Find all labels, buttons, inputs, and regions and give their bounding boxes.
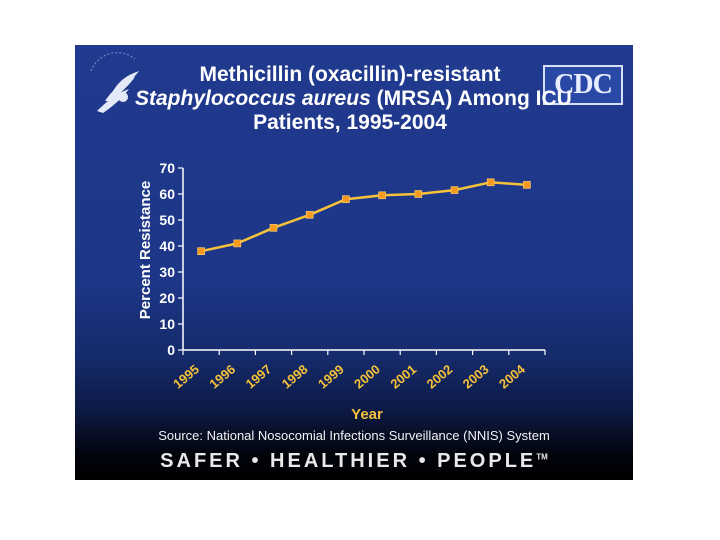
slide: CDC Methicillin (oxacillin)-resistant St…: [75, 45, 633, 480]
hhs-eagle-logo-icon: [90, 52, 139, 113]
data-point: [486, 178, 495, 187]
y-tick-label: 40: [159, 238, 175, 254]
source-note: Source: National Nosocomial Infections S…: [158, 428, 550, 443]
x-tick-label: 2001: [387, 362, 419, 392]
y-tick-label: 0: [167, 342, 175, 358]
x-tick-label: 2000: [351, 362, 383, 392]
x-tick-label: 2002: [424, 362, 456, 392]
trademark-mark: TM: [536, 452, 548, 462]
x-tick-label: 1999: [315, 362, 347, 392]
y-tick-label: 10: [159, 316, 175, 332]
title-line-3: Patients, 1995-2004: [253, 111, 447, 134]
title-line-2-rest: (MRSA) Among ICU: [370, 87, 572, 110]
x-tick-label: 1997: [243, 362, 275, 392]
y-tick-label: 60: [159, 186, 175, 202]
x-tick-label: 2003: [460, 362, 492, 392]
tagline: SAFER • HEALTHIER • PEOPLETM: [75, 450, 633, 473]
title-line-2: Staphylococcus aureus (MRSA) Among ICU: [135, 87, 572, 111]
data-point: [342, 195, 350, 203]
y-axis-label: Percent Resistance: [137, 181, 154, 319]
x-tick-label: 1998: [279, 362, 311, 392]
y-tick-label: 20: [159, 290, 175, 306]
cdc-logo: CDC: [543, 65, 623, 105]
series-line: [200, 181, 527, 253]
title-line-1: Methicillin (oxacillin)-resistant: [199, 63, 501, 86]
y-tick-label: 50: [159, 212, 175, 228]
x-axis-label: Year: [351, 406, 383, 423]
data-point: [233, 239, 242, 248]
y-tick-label: 70: [159, 160, 175, 176]
x-tick-label: 2004: [496, 361, 528, 392]
chart-title: Methicillin (oxacillin)-resistant Staphy…: [135, 63, 572, 135]
tagline-text: SAFER • HEALTHIER • PEOPLE: [160, 450, 537, 472]
title-organism: Staphylococcus aureus: [135, 87, 371, 110]
data-point: [305, 211, 314, 219]
data-point: [197, 247, 205, 255]
x-tick-label: 1996: [206, 362, 238, 392]
line-chart: Percent Resistance Year 010203040506070 …: [137, 160, 546, 423]
data-point: [414, 190, 423, 198]
data-point: [523, 181, 531, 189]
x-tick-label: 1995: [170, 362, 202, 392]
data-point: [378, 191, 386, 200]
data-point: [269, 224, 278, 232]
y-tick-label: 30: [159, 264, 175, 280]
data-point: [450, 186, 459, 194]
